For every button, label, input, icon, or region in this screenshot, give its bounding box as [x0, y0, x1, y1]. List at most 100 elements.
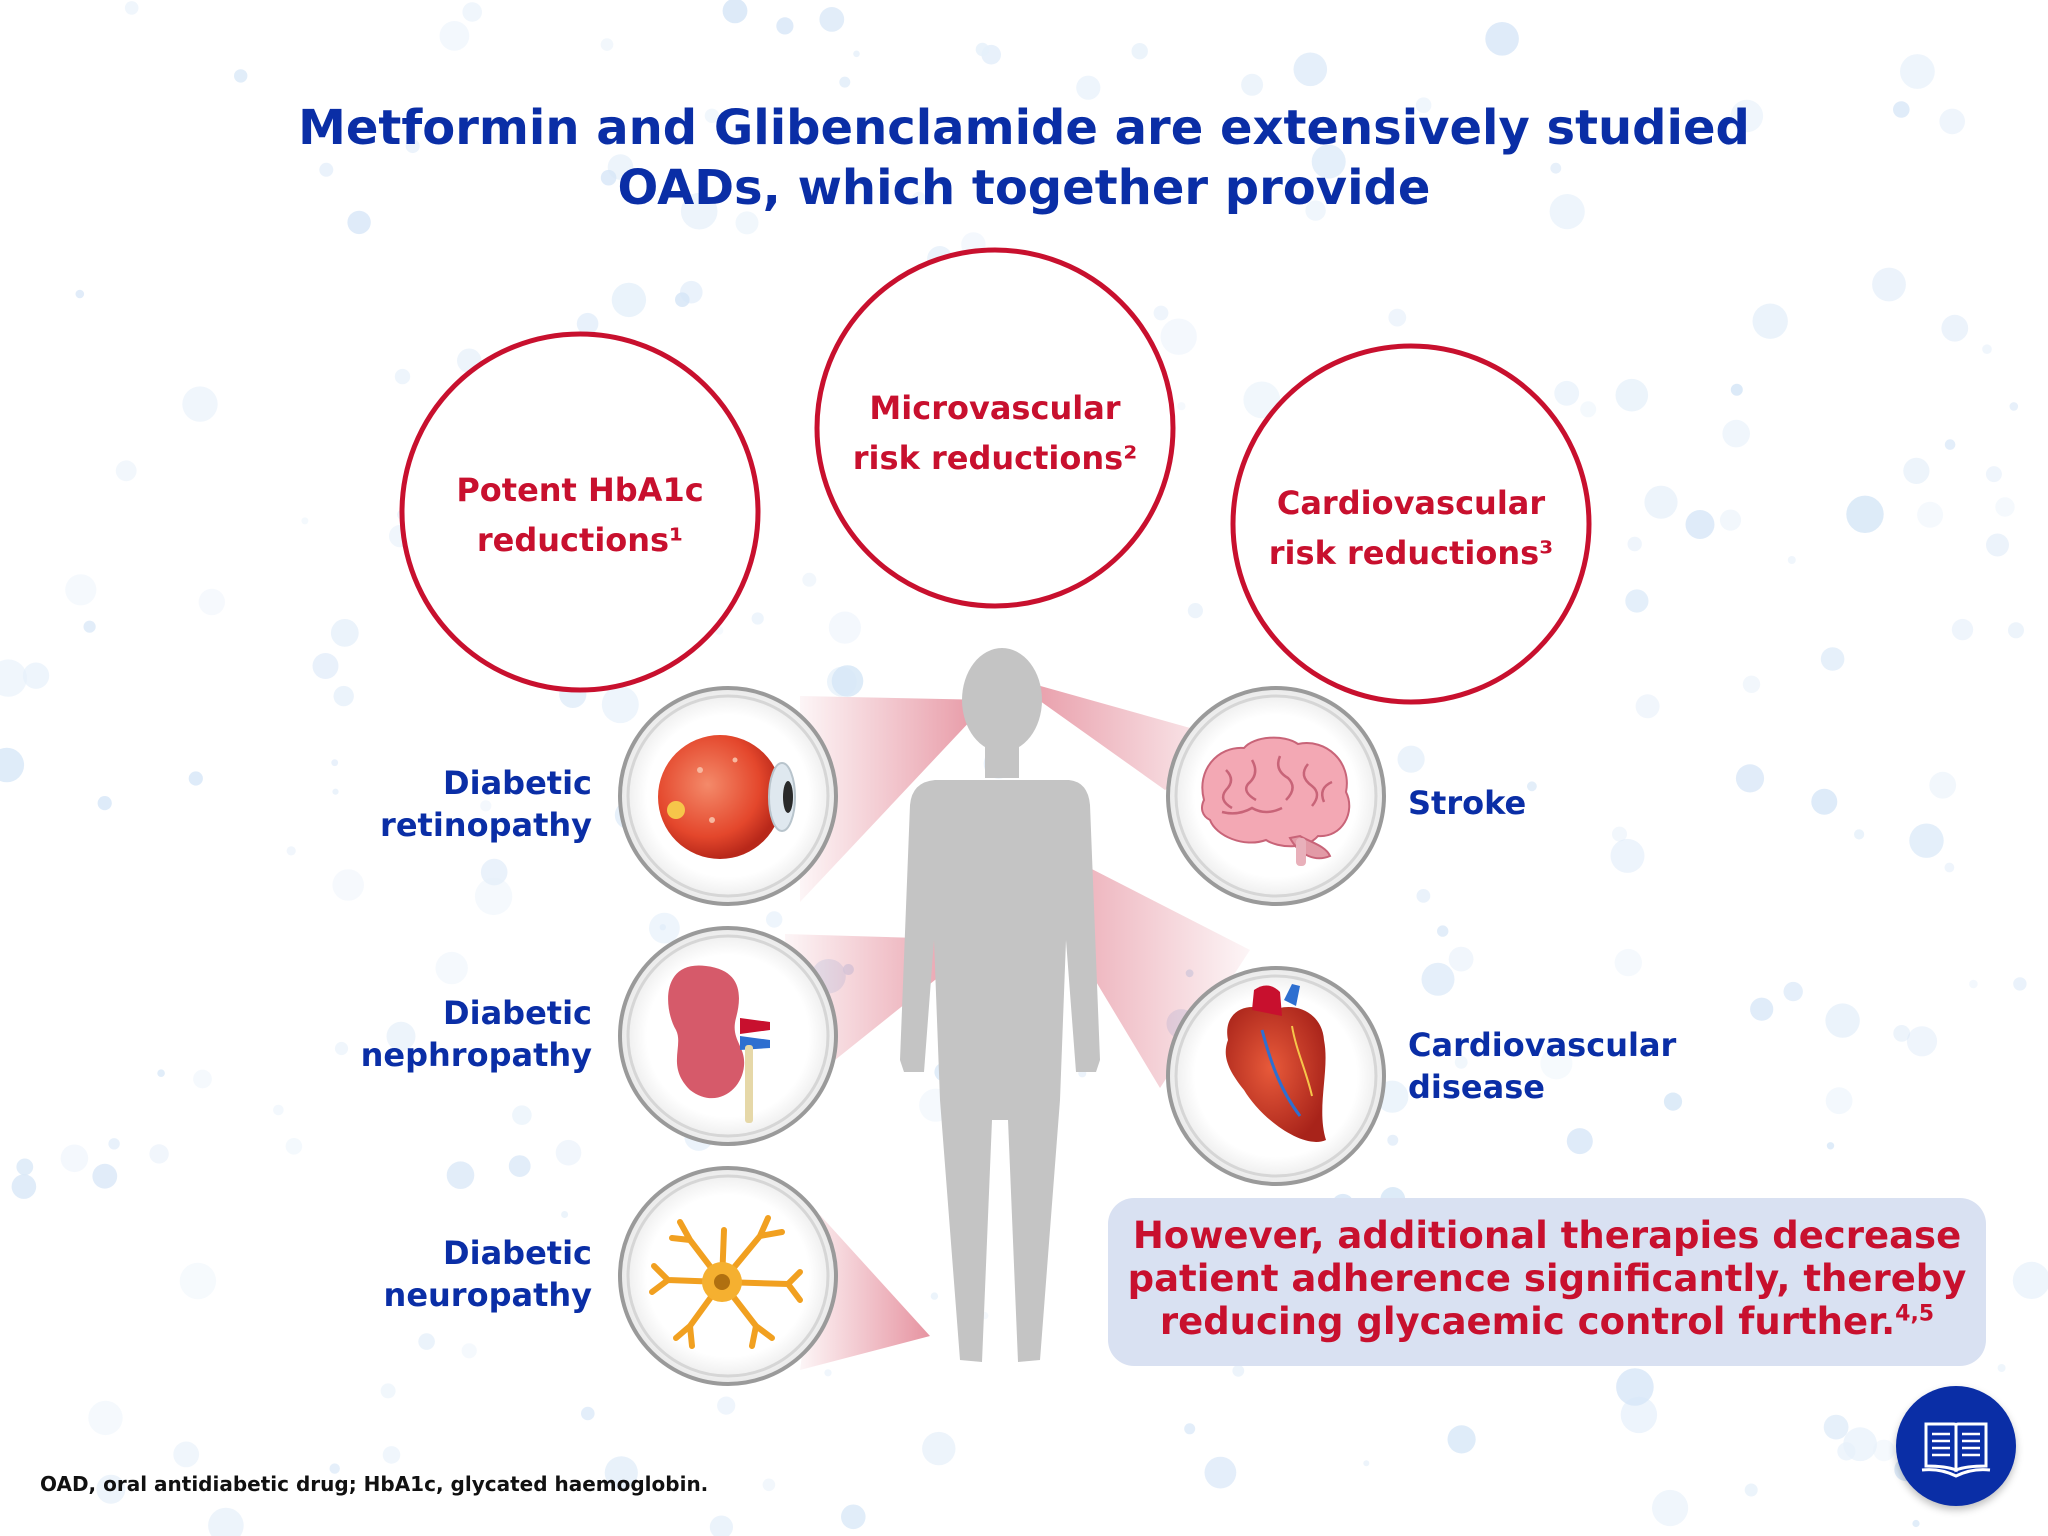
- background-dot: [182, 386, 218, 422]
- background-dot: [1580, 401, 1597, 418]
- background-dot: [1909, 823, 1944, 858]
- background-dot: [480, 858, 508, 886]
- kidney-icon: [618, 926, 838, 1146]
- background-dot: [680, 280, 703, 304]
- background-dot: [1177, 402, 1186, 411]
- background-dot: [1612, 826, 1627, 842]
- background-dot: [1944, 439, 1956, 450]
- background-dot: [1985, 466, 2002, 483]
- background-dot: [1448, 946, 1474, 972]
- background-dot: [11, 1174, 37, 1199]
- background-dot: [1783, 981, 1803, 1002]
- background-dot: [601, 686, 639, 724]
- background-dot: [776, 17, 794, 35]
- heart-icon: [1166, 966, 1386, 1186]
- brain-icon: [1166, 686, 1386, 906]
- background-dot: [649, 912, 680, 944]
- background-dot: [96, 1474, 126, 1504]
- background-dot: [2008, 622, 2024, 639]
- background-dot: [1540, 1047, 1573, 1080]
- background-dot: [1825, 1087, 1853, 1115]
- background-dot: [1625, 589, 1649, 613]
- background-dot: [347, 210, 371, 235]
- background-dot: [912, 191, 926, 206]
- background-dot: [930, 1292, 939, 1300]
- human-silhouette: [900, 648, 1100, 1362]
- slide-title: Metformin and Glibenclamide are extensiv…: [0, 98, 2048, 218]
- background-dot: [555, 1139, 582, 1166]
- background-dot: [1610, 838, 1645, 873]
- background-dot: [188, 771, 203, 786]
- background-dot: [1820, 647, 1845, 671]
- references-button[interactable]: [1896, 1386, 2016, 1506]
- background-dot: [1241, 73, 1264, 96]
- background-dot: [1906, 1026, 1938, 1057]
- background-dot: [1730, 99, 1764, 133]
- background-dot: [2009, 402, 2019, 411]
- background-dot: [1635, 694, 1660, 719]
- background-dot: [735, 211, 759, 235]
- background-dot: [1527, 781, 1537, 792]
- ray-retinopathy: [800, 696, 990, 902]
- background-dot: [1187, 603, 1203, 619]
- background-dot: [157, 1069, 165, 1077]
- background-dot: [380, 1383, 396, 1399]
- background-dot: [1397, 745, 1425, 773]
- background-dot: [1620, 1396, 1658, 1434]
- background-dot: [108, 1138, 120, 1150]
- label-retinopathy: Diabetic retinopathy: [380, 764, 592, 844]
- background-dot: [1663, 1092, 1683, 1111]
- background-dot: [208, 1507, 244, 1536]
- background-dot: [405, 139, 420, 154]
- background-dot: [1912, 1519, 1920, 1528]
- background-dot: [1388, 308, 1407, 327]
- background-dot: [1893, 101, 1910, 118]
- background-dot: [1387, 1134, 1399, 1146]
- background-dot: [88, 1400, 123, 1436]
- background-dot: [680, 192, 718, 230]
- background-dot: [1131, 43, 1148, 60]
- background-dot: [332, 869, 365, 901]
- benefit-microvascular: Microvascular risk reductions²: [852, 389, 1138, 477]
- background-dot: [474, 877, 513, 916]
- background-dot: [273, 1104, 284, 1116]
- background-dot: [751, 612, 764, 625]
- background-dot: [446, 1161, 475, 1189]
- benefit-hba1c: Potent HbA1c reductions¹: [456, 471, 704, 559]
- background-dot: [149, 1144, 169, 1164]
- background-dot: [435, 951, 468, 985]
- background-dot: [704, 108, 720, 124]
- benefit-circle-cardiovascular: [1230, 343, 1592, 705]
- benefit-circle-hba1c: [399, 331, 761, 693]
- background-dot: [1293, 52, 1328, 87]
- background-dot: [1735, 764, 1765, 793]
- background-dot: [75, 289, 85, 299]
- background-dot: [1997, 1364, 2006, 1372]
- background-dot: [1454, 1055, 1468, 1069]
- background-dot: [1160, 318, 1197, 355]
- background-dot: [1787, 556, 1796, 564]
- background-dot: [576, 312, 599, 335]
- background-dot: [839, 76, 851, 88]
- background-dot: [1917, 501, 1944, 528]
- background-dot: [462, 2, 483, 22]
- adherence-notice: However, additional therapies decrease p…: [1127, 1214, 1967, 1343]
- label-cardiovascular: Cardiovascular disease: [1408, 1026, 1677, 1106]
- background-dot: [301, 517, 309, 525]
- background-dot: [286, 846, 296, 856]
- background-dot: [1826, 1142, 1835, 1150]
- background-dot: [853, 50, 860, 58]
- background-dot: [975, 42, 990, 57]
- background-dot: [607, 154, 634, 180]
- label-neuropathy: Diabetic neuropathy: [383, 1234, 592, 1314]
- background-dot: [1685, 510, 1715, 539]
- background-dot: [1566, 1128, 1593, 1155]
- label-stroke: Stroke: [1408, 784, 1527, 822]
- background-dot: [1485, 22, 1519, 56]
- background-dot: [1184, 1423, 1196, 1435]
- background-dot: [1742, 675, 1761, 693]
- book-icon: [1921, 1422, 1991, 1478]
- background-dot: [1995, 497, 2015, 517]
